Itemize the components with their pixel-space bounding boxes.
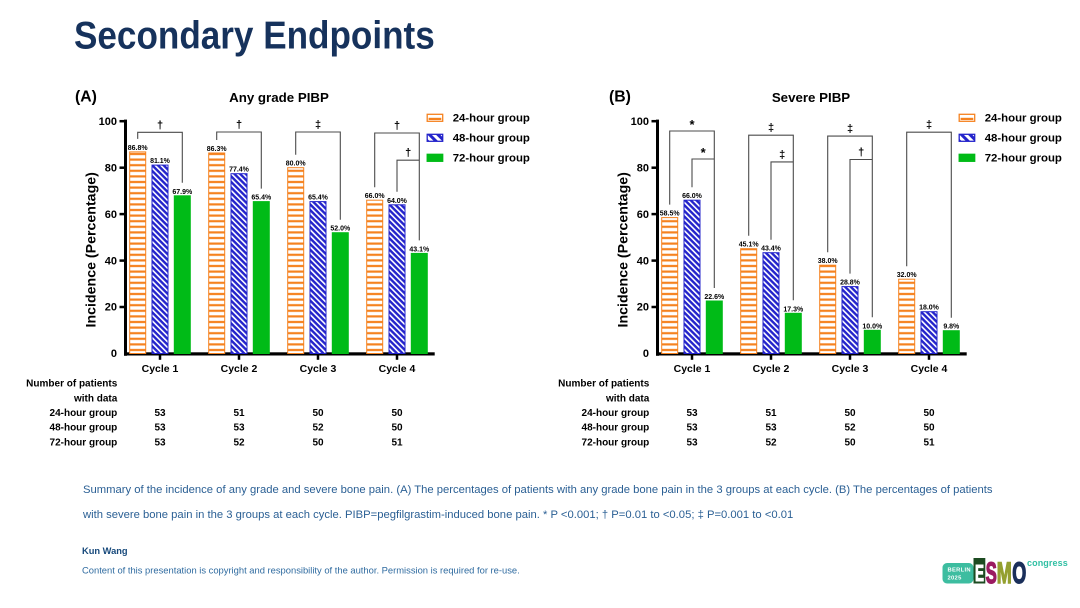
svg-text:28.8%: 28.8% [840,280,861,287]
svg-text:43.4%: 43.4% [761,246,782,253]
svg-text:65.4%: 65.4% [251,195,272,202]
svg-text:*: * [701,145,707,160]
svg-text:64.0%: 64.0% [387,198,408,205]
svg-text:‡: ‡ [847,123,853,135]
svg-text:22.6%: 22.6% [704,294,725,301]
svg-text:Any grade PIBP: Any grade PIBP [229,90,329,105]
svg-text:‡: ‡ [779,149,785,161]
svg-text:17.3%: 17.3% [783,306,804,313]
svg-text:Kun Wang: Kun Wang [82,546,128,556]
svg-text:86.8%: 86.8% [128,145,149,152]
svg-text:9.8%: 9.8% [943,324,960,331]
svg-text:†: † [394,120,400,132]
svg-text:*: * [689,117,695,132]
svg-text:†: † [236,119,242,131]
svg-text:10.0%: 10.0% [862,323,883,330]
svg-text:S: S [986,557,997,590]
svg-text:45.1%: 45.1% [739,242,760,249]
svg-text:‡: ‡ [768,122,774,134]
svg-text:‡: ‡ [315,119,321,131]
svg-text:Summary of the incidence of an: Summary of the incidence of any grade an… [83,484,993,496]
svg-text:38.0%: 38.0% [818,258,839,265]
svg-text:77.4%: 77.4% [229,167,250,174]
svg-text:Content of this presentation i: Content of this presentation is copyrigh… [82,564,520,575]
svg-text:67.9%: 67.9% [172,189,193,196]
svg-text:Secondary Endpoints: Secondary Endpoints [74,13,435,57]
svg-text:52.0%: 52.0% [330,226,351,233]
svg-text:65.4%: 65.4% [308,195,329,202]
svg-text:†: † [157,119,163,131]
svg-text:2025: 2025 [948,576,963,582]
svg-text:O: O [1012,557,1026,590]
svg-text:66.0%: 66.0% [365,193,386,200]
svg-text:66.0%: 66.0% [682,193,703,200]
svg-text:43.1%: 43.1% [409,246,430,253]
svg-text:18.0%: 18.0% [919,305,940,312]
svg-text:86.3%: 86.3% [207,146,228,153]
svg-text:32.0%: 32.0% [897,272,918,279]
svg-text:†: † [858,147,864,159]
svg-text:58.5%: 58.5% [660,211,681,218]
svg-text:(A): (A) [75,88,97,105]
svg-text:congress: congress [1027,558,1068,568]
svg-text:(B): (B) [609,88,631,105]
svg-text:BERLIN: BERLIN [948,568,971,574]
svg-text:M: M [997,557,1012,590]
svg-text:80.0%: 80.0% [286,161,307,168]
svg-text:with severe bone pain in the 3: with severe bone pain in the 3 groups at… [82,509,793,521]
svg-text:†: † [405,147,411,159]
svg-text:Severe PIBP: Severe PIBP [772,90,850,105]
svg-text:‡: ‡ [926,119,932,131]
svg-text:81.1%: 81.1% [150,158,171,165]
svg-text:E: E [975,560,984,586]
